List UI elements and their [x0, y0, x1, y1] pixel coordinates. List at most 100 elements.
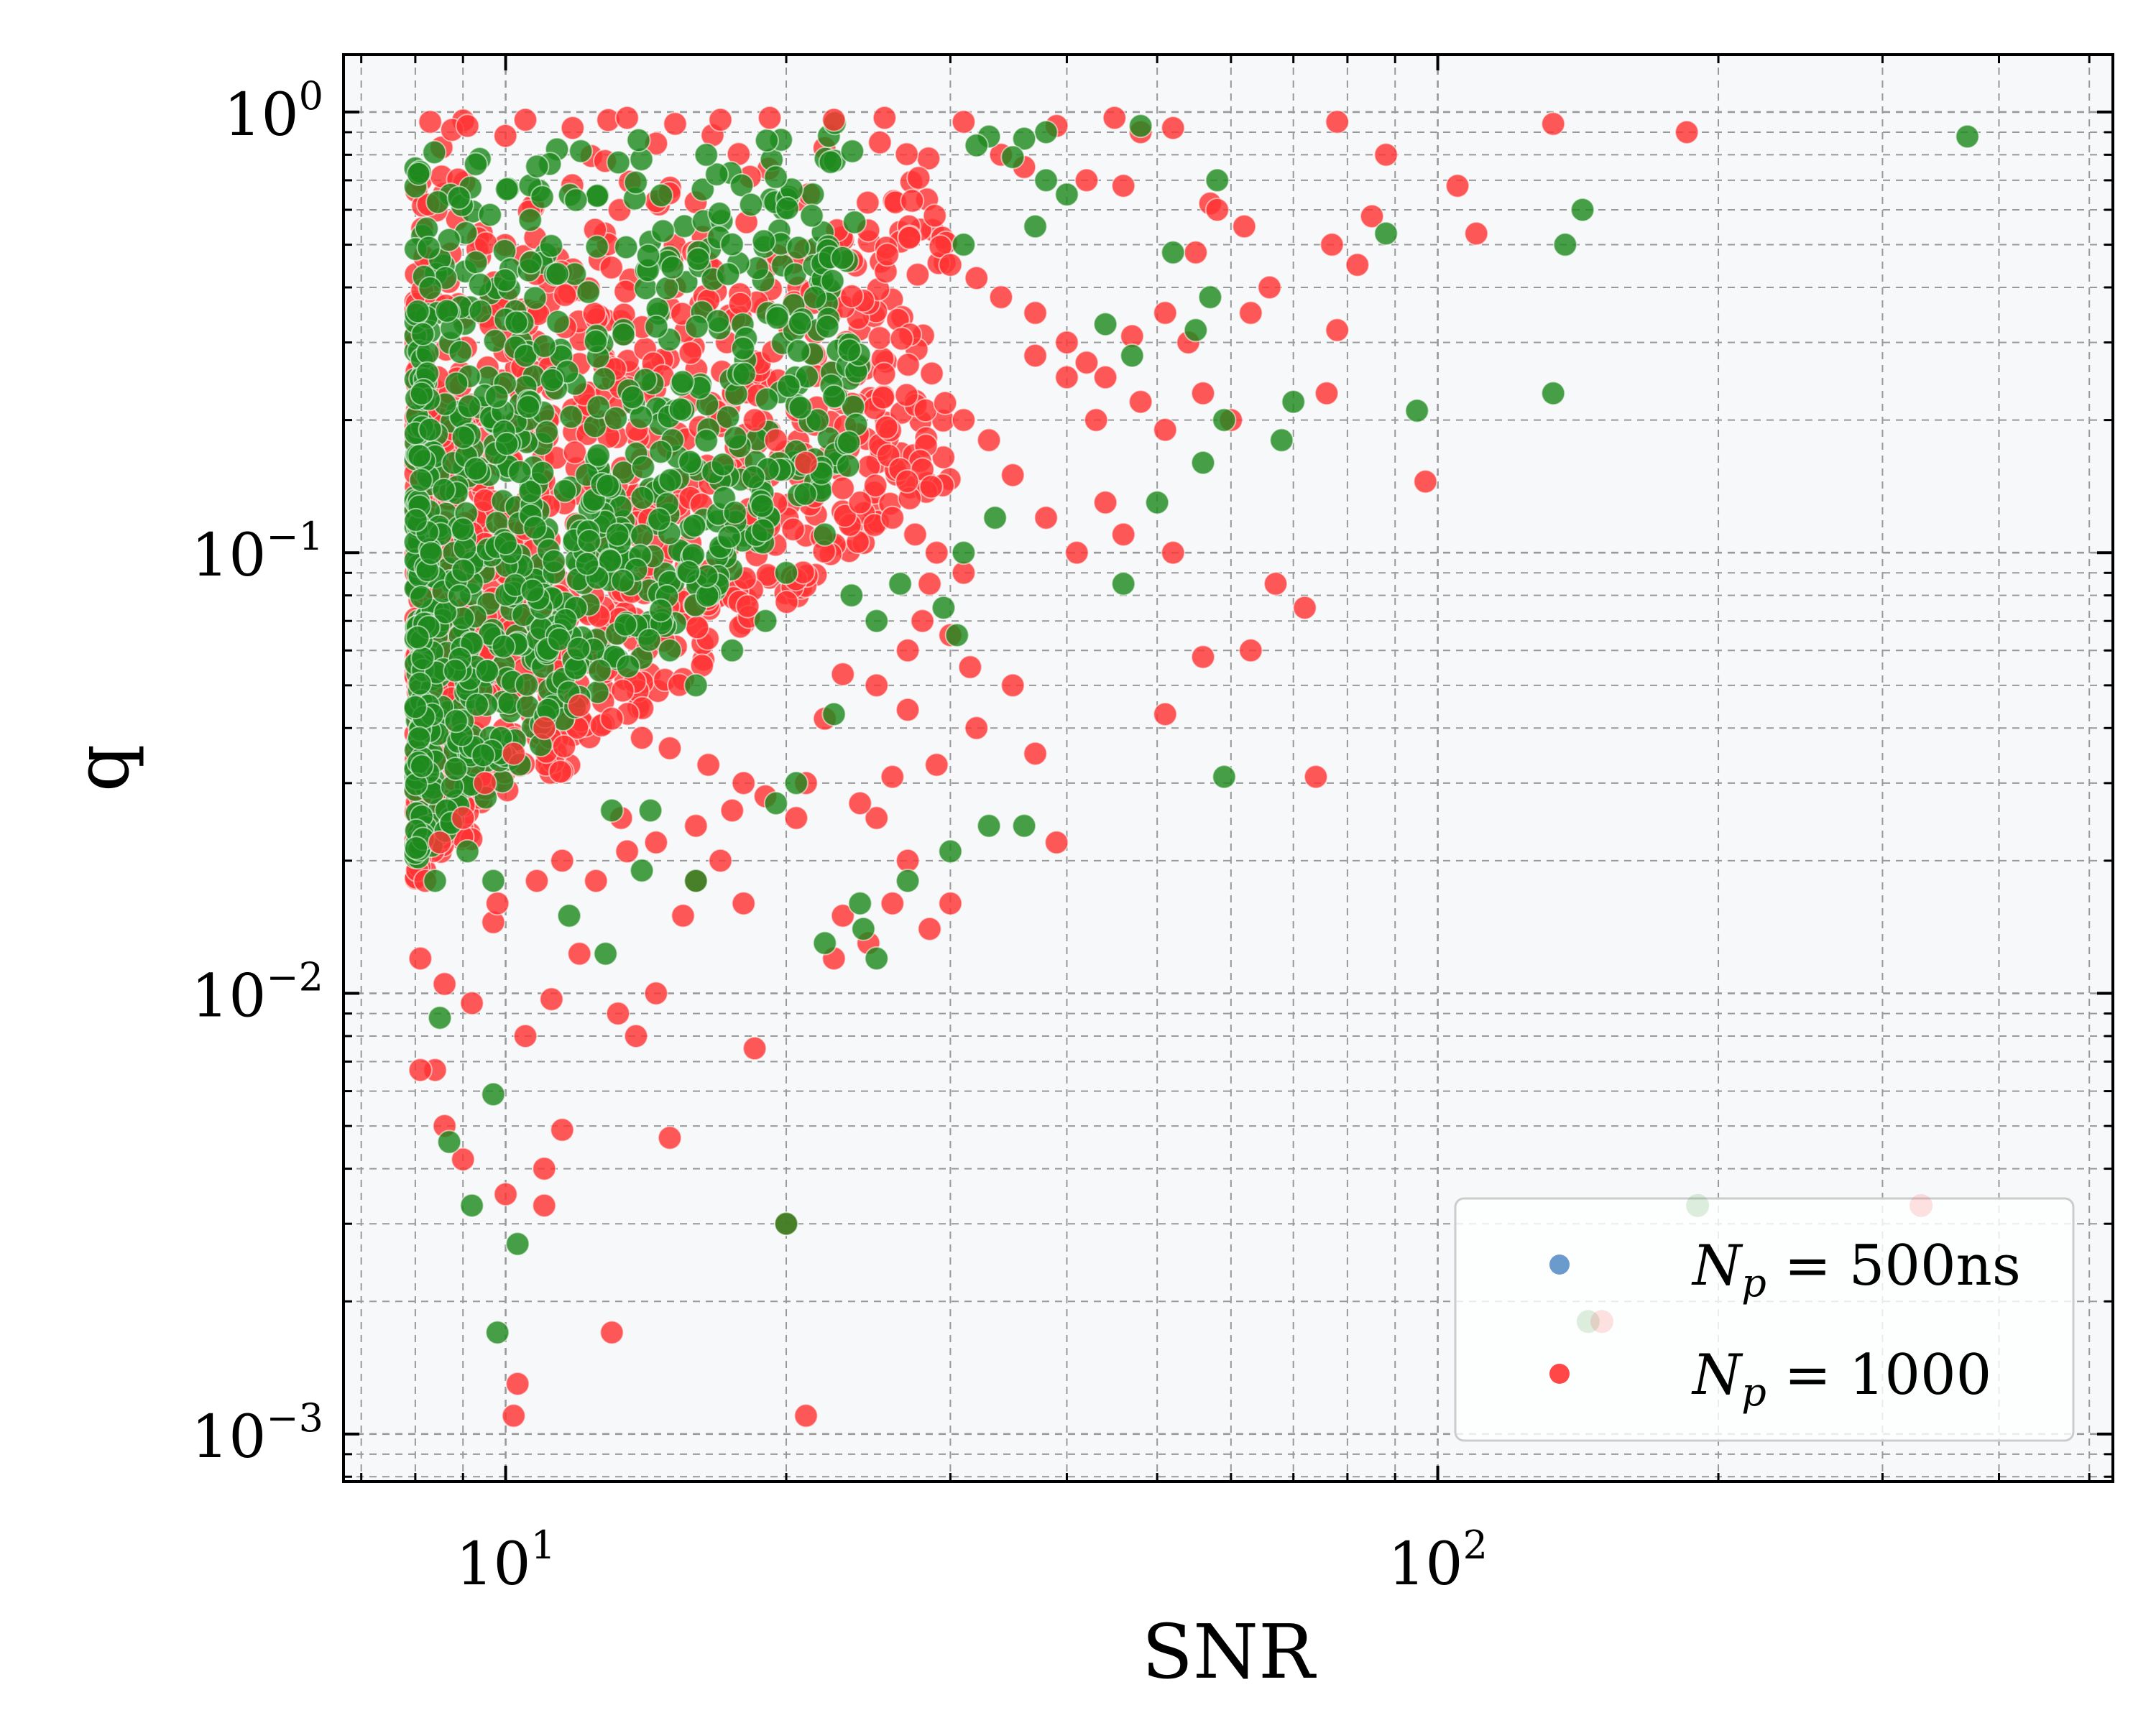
data-point	[456, 394, 482, 419]
data-point	[1345, 252, 1370, 277]
data-point	[686, 246, 711, 272]
data-point	[643, 981, 668, 1006]
data-point	[683, 673, 709, 698]
data-point	[648, 439, 673, 464]
data-point	[830, 246, 855, 271]
data-point	[897, 225, 922, 250]
data-point	[1153, 300, 1178, 325]
data-point	[851, 916, 876, 941]
data-point	[888, 571, 913, 596]
data-point	[731, 891, 756, 916]
data-point	[1153, 702, 1178, 727]
data-point	[407, 726, 432, 751]
data-point	[663, 111, 688, 137]
data-point	[416, 235, 441, 260]
data-point	[678, 341, 703, 366]
data-point	[788, 311, 813, 336]
data-point	[722, 500, 747, 525]
data-point	[847, 490, 872, 515]
data-point	[1212, 764, 1237, 790]
data-point	[793, 451, 819, 476]
data-point	[1128, 389, 1153, 415]
data-point	[917, 571, 942, 596]
data-point	[532, 333, 557, 359]
data-point	[1093, 365, 1118, 390]
data-point	[815, 314, 840, 339]
data-point	[636, 243, 661, 268]
data-point	[407, 671, 433, 696]
data-point	[1552, 232, 1577, 257]
data-point	[451, 517, 476, 542]
data-point	[1161, 116, 1186, 141]
data-point	[837, 430, 862, 455]
data-point	[1413, 469, 1438, 494]
data-point	[895, 697, 921, 722]
data-point	[964, 716, 989, 741]
data-point	[1204, 167, 1230, 193]
data-point	[812, 522, 837, 547]
data-point	[545, 310, 571, 335]
data-point	[613, 612, 638, 637]
data-point	[407, 1058, 433, 1083]
data-point	[1541, 381, 1566, 406]
data-point	[630, 725, 655, 750]
data-point	[471, 743, 496, 768]
data-point	[723, 425, 748, 451]
data-point	[694, 142, 719, 167]
data-point	[423, 868, 448, 893]
data-point	[682, 513, 707, 538]
data-point	[610, 568, 635, 593]
data-point	[837, 338, 862, 363]
data-point	[505, 1371, 530, 1396]
data-point	[611, 322, 636, 347]
data-point	[1084, 407, 1109, 433]
legend-box	[1454, 1197, 2075, 1442]
data-point	[459, 991, 484, 1016]
data-point	[1281, 389, 1306, 415]
data-point	[1360, 204, 1385, 229]
data-point	[446, 185, 471, 211]
data-point	[657, 736, 682, 761]
data-point	[696, 752, 721, 777]
data-point	[532, 1193, 557, 1218]
faint-point	[1909, 1193, 1933, 1217]
data-point	[505, 1232, 530, 1257]
data-point	[550, 1117, 575, 1142]
data-point	[428, 1005, 453, 1030]
data-point	[418, 417, 443, 442]
data-point	[567, 941, 592, 966]
data-point	[485, 891, 510, 916]
data-point	[493, 124, 518, 149]
data-point	[504, 310, 529, 335]
data-point	[630, 523, 655, 548]
data-point	[532, 1156, 557, 1181]
data-point	[507, 459, 533, 484]
data-point	[830, 662, 855, 687]
data-point	[637, 627, 662, 652]
data-point	[410, 754, 435, 779]
data-point	[839, 139, 865, 164]
data-point	[643, 830, 668, 855]
data-point	[742, 1036, 768, 1061]
data-point	[938, 252, 963, 277]
data-point	[422, 139, 447, 165]
data-point	[1093, 490, 1118, 515]
data-point	[895, 468, 920, 494]
data-point	[1054, 182, 1079, 207]
data-point	[576, 279, 601, 305]
data-point	[1325, 109, 1350, 134]
data-point	[1033, 119, 1059, 144]
data-point	[1111, 522, 1136, 547]
data-point	[847, 891, 872, 916]
data-point	[1161, 240, 1186, 265]
legend-label: Np = 1000	[1691, 1343, 1991, 1415]
data-point	[710, 452, 735, 477]
data-point	[875, 242, 900, 267]
data-point	[763, 790, 788, 816]
data-point	[403, 507, 428, 532]
data-point	[405, 625, 430, 650]
data-point	[1464, 221, 1489, 246]
data-point	[1054, 365, 1079, 390]
data-point	[648, 598, 673, 623]
